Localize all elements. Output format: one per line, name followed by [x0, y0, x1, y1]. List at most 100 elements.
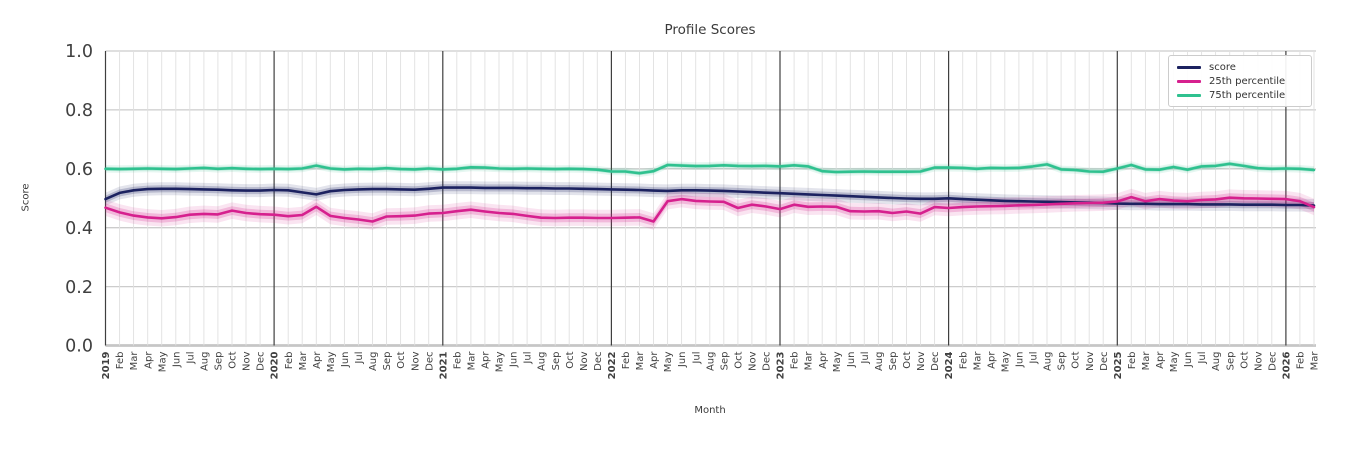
legend-label: 25th percentile — [1209, 76, 1286, 87]
x-tick-label: Jun — [1183, 352, 1194, 369]
x-tick-label: Apr — [818, 351, 829, 369]
legend-item-75th-percentile: 75th percentile — [1177, 90, 1303, 101]
x-tick-label: Sep — [1225, 352, 1236, 371]
25th-percentile-band-outer — [105, 188, 1314, 230]
x-tick-label: Mar — [804, 351, 815, 371]
legend-item-25th-percentile: 25th percentile — [1177, 76, 1303, 87]
x-tick-label: Jul — [185, 352, 196, 365]
x-tick-label-year: 2022 — [607, 351, 618, 379]
x-tick-label: Aug — [1211, 352, 1222, 372]
y-tick-label: 0.8 — [65, 101, 93, 121]
x-tick-label: Dec — [930, 352, 941, 371]
x-tick-label: Jun — [677, 352, 688, 369]
x-tick-label: Nov — [1085, 351, 1096, 371]
x-tick-label-year: 2023 — [776, 351, 787, 379]
y-tick-label: 0.6 — [65, 160, 93, 180]
x-tick-label: Jun — [171, 352, 182, 369]
x-tick-label: Jul — [354, 352, 365, 365]
x-tick-label: Apr — [649, 351, 660, 369]
x-tick-label: Aug — [537, 352, 548, 372]
y-tick-label: 0.0 — [65, 337, 93, 357]
x-tick-label: Feb — [284, 352, 295, 370]
x-tick-label: Jul — [1029, 352, 1040, 365]
x-tick-label: Jul — [860, 352, 871, 365]
x-tick-label: Jun — [340, 352, 351, 369]
x-tick-label-year: 2025 — [1113, 351, 1124, 379]
x-tick-label: Mar — [129, 351, 140, 371]
y-axis-label: Score — [20, 183, 32, 212]
x-tick-label: Feb — [790, 352, 801, 370]
x-tick-label: Feb — [115, 352, 126, 370]
x-tick-label: May — [157, 351, 168, 372]
x-tick-label: Nov — [748, 351, 759, 371]
x-tick-label: Dec — [1099, 352, 1110, 371]
y-tick-label: 0.4 — [65, 219, 93, 239]
x-tick-label: Jul — [1197, 352, 1208, 365]
x-tick-label: Sep — [888, 352, 899, 371]
x-tick-label: May — [663, 351, 674, 372]
x-tick-label: Apr — [986, 351, 997, 369]
x-tick-label: Oct — [396, 351, 407, 368]
x-tick-label: May — [1169, 351, 1180, 372]
x-tick-label: Apr — [1155, 351, 1166, 369]
75th-percentile-line — [104, 162, 1316, 175]
25th-percentile-line — [104, 195, 1316, 223]
x-tick-label: May — [495, 351, 506, 372]
x-tick-label: Jun — [509, 352, 520, 369]
x-tick-label: Nov — [916, 351, 927, 371]
x-tick-label: Feb — [452, 352, 463, 370]
x-tick-label: Dec — [762, 352, 773, 371]
25th-percentile-band-inner — [105, 192, 1314, 226]
x-tick-label: Jun — [1015, 352, 1026, 369]
x-tick-label: Aug — [705, 352, 716, 372]
score-line — [104, 186, 1316, 207]
legend-item-score: score — [1177, 62, 1303, 73]
x-tick-label: Nov — [579, 351, 590, 371]
x-tick-label: Sep — [551, 352, 562, 371]
x-tick-label: Feb — [1127, 352, 1138, 370]
x-tick-label: Oct — [902, 351, 913, 368]
x-tick-label: Jul — [523, 352, 534, 365]
75th-percentile-band-outer — [105, 160, 1314, 177]
x-tick-label: Apr — [312, 351, 323, 369]
x-tick-label: Sep — [719, 352, 730, 371]
x-tick-label: Oct — [734, 351, 745, 368]
x-tick-label: Sep — [1057, 352, 1068, 371]
x-tick-label: May — [832, 351, 843, 372]
x-tick-label: Feb — [958, 352, 969, 370]
x-tick-label: Jul — [691, 352, 702, 365]
x-tick-label-year: 2021 — [438, 351, 449, 379]
y-tick-label: 1.0 — [65, 42, 93, 62]
x-tick-label: Nov — [242, 351, 253, 371]
x-tick-label: Nov — [1253, 351, 1264, 371]
x-tick-label: Oct — [565, 351, 576, 368]
legend-label: 75th percentile — [1209, 90, 1286, 101]
percentile75-line-swatch — [1177, 94, 1201, 97]
x-axis-label: Month — [694, 405, 726, 416]
x-tick-label: Mar — [972, 351, 983, 371]
x-tick-label-year: 2019 — [101, 351, 112, 379]
x-tick-label: Sep — [382, 352, 393, 371]
x-tick-label: Apr — [143, 351, 154, 369]
x-tick-label: Dec — [424, 352, 435, 371]
x-tick-label: Dec — [593, 352, 604, 371]
x-tick-label: Mar — [1310, 351, 1321, 371]
x-tick-label: Dec — [1267, 352, 1278, 371]
x-tick-label: Oct — [228, 351, 239, 368]
x-tick-label: Nov — [410, 351, 421, 371]
x-tick-label: Apr — [481, 351, 492, 369]
legend: score 25th percentile 75th percentile — [1168, 55, 1312, 107]
x-tick-label: Mar — [298, 351, 309, 371]
x-tick-label: Oct — [1239, 351, 1250, 368]
y-tick-label: 0.2 — [65, 278, 93, 298]
chart-title: Profile Scores — [664, 22, 756, 38]
x-tick-label: Sep — [214, 352, 225, 371]
x-tick-label: Jun — [846, 352, 857, 369]
x-tick-label: Feb — [621, 352, 632, 370]
x-tick-label-year: 2024 — [944, 351, 955, 379]
x-tick-label: Aug — [368, 352, 379, 372]
x-tick-label: May — [326, 351, 337, 372]
x-tick-label: Aug — [1043, 352, 1054, 372]
